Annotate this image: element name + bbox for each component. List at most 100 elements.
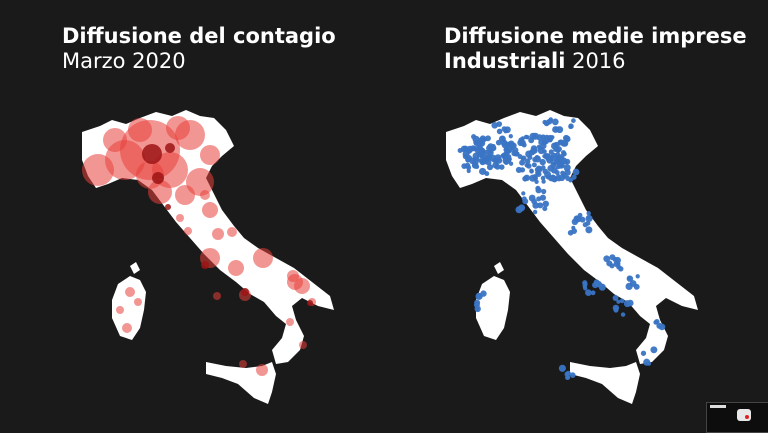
industry-dot [542, 153, 547, 159]
industry-dot [548, 149, 554, 155]
industry-dot [565, 175, 571, 181]
industry-dot [585, 214, 593, 223]
industry-dot [466, 165, 472, 171]
industry-dot [491, 122, 499, 129]
industry-dot [623, 300, 631, 308]
industry-dot [481, 137, 487, 143]
industry-dot [557, 161, 565, 169]
right-map-subtitle: Industriali 2016 [444, 49, 747, 74]
contagion-bubble [239, 360, 247, 368]
contagion-bubble [122, 323, 132, 333]
industry-dot [519, 167, 526, 173]
contagion-bubble [82, 154, 114, 186]
industry-dot [554, 170, 560, 176]
industry-dot [585, 289, 592, 297]
right-map-subtitle-bold: Industriali [444, 49, 566, 74]
industry-dot [534, 155, 540, 161]
industry-dot [598, 283, 606, 291]
contagion-bubble-core [165, 143, 175, 153]
industry-dot [541, 179, 546, 184]
industry-dot [542, 137, 550, 145]
industry-dot [523, 134, 529, 140]
industry-dot [572, 168, 580, 176]
industry-dot [542, 206, 548, 212]
industry-dot [612, 304, 620, 312]
contagion-bubble [299, 341, 307, 349]
left-map [82, 110, 334, 404]
industry-dot [626, 275, 634, 282]
industry-dot [471, 134, 477, 140]
industry-dots [457, 117, 666, 381]
industry-dot [457, 147, 463, 154]
industry-dot [523, 174, 531, 182]
contagion-bubble [175, 185, 195, 205]
contagion-bubble [213, 292, 221, 300]
right-map [446, 110, 698, 404]
contagion-bubble [166, 116, 190, 140]
industry-dot [603, 255, 611, 263]
industry-dot [546, 153, 551, 158]
contagion-bubble-core [142, 144, 162, 164]
thumbnail-dot [745, 415, 749, 419]
contagion-bubble [228, 260, 244, 276]
contagion-bubble [128, 118, 152, 142]
contagion-bubble-core [241, 288, 249, 296]
contagion-bubble-core [152, 172, 164, 184]
industry-dot [513, 151, 519, 157]
industry-dot [496, 128, 503, 135]
industry-dot [582, 284, 587, 289]
industry-dot [619, 298, 625, 304]
industry-dot [612, 295, 619, 301]
industry-dot [495, 157, 503, 164]
industry-dot [571, 174, 577, 180]
industry-dot [496, 121, 503, 127]
industry-dot [547, 164, 555, 172]
industry-dot [556, 176, 562, 182]
thumbnail-title-bar [710, 405, 726, 408]
industry-dot [524, 162, 530, 168]
contagion-bubble [200, 145, 220, 165]
contagion-bubble [253, 248, 273, 268]
industry-dot [542, 200, 550, 208]
industry-dot [574, 215, 582, 223]
industry-dot [478, 158, 484, 164]
industry-dot [500, 135, 505, 141]
contagion-bubble [134, 298, 142, 306]
industry-dot [551, 118, 559, 126]
contagion-bubble-core [165, 204, 171, 210]
industry-dot [565, 370, 571, 376]
industry-dot [540, 175, 546, 181]
industry-dot [537, 202, 544, 209]
industry-dot [569, 372, 576, 378]
industry-dot [537, 166, 543, 173]
contagion-bubbles [82, 116, 316, 376]
industry-dot [546, 156, 554, 164]
industry-dot [480, 290, 487, 297]
industry-dot [613, 260, 621, 268]
industry-dot [508, 134, 513, 139]
industry-dot [532, 209, 538, 215]
industry-dot [571, 228, 578, 235]
industry-dot [629, 280, 637, 287]
industry-dot [484, 171, 490, 177]
industry-dot [500, 139, 508, 147]
industry-dot [620, 312, 626, 317]
industry-dot [582, 222, 588, 228]
contagion-bubble-core [201, 261, 209, 269]
industry-dot [486, 164, 494, 171]
industry-dot [560, 170, 565, 176]
contagion-bubble [200, 190, 210, 200]
industry-dot [503, 151, 510, 158]
contagion-bubble [227, 227, 237, 237]
industry-dot [551, 142, 558, 150]
industry-dot [474, 305, 481, 313]
industry-dot [528, 137, 535, 144]
industry-dot [536, 134, 543, 141]
industry-dot [472, 146, 478, 152]
industry-dot [519, 159, 526, 166]
industry-dot [609, 263, 615, 269]
industry-dot [616, 299, 621, 304]
industry-dot [585, 226, 593, 234]
industry-dot [462, 153, 468, 160]
